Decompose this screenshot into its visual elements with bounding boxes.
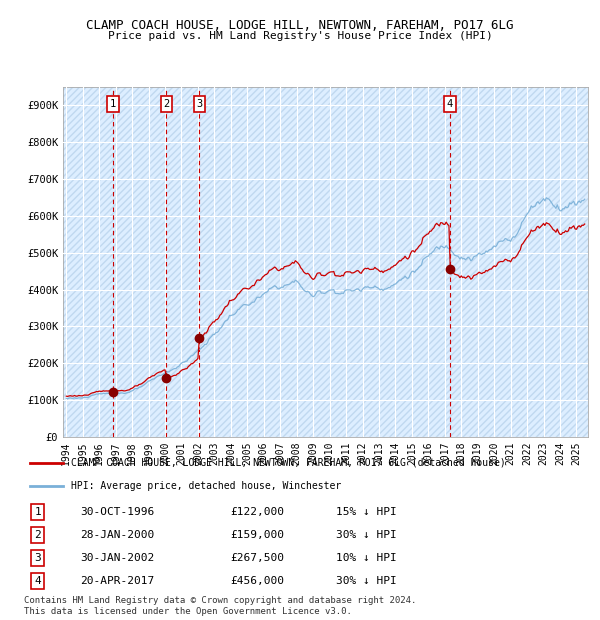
Text: 30% ↓ HPI: 30% ↓ HPI: [337, 529, 397, 540]
Text: CLAMP COACH HOUSE, LODGE HILL, NEWTOWN, FAREHAM, PO17 6LG: CLAMP COACH HOUSE, LODGE HILL, NEWTOWN, …: [86, 19, 514, 32]
Text: £159,000: £159,000: [230, 529, 284, 540]
Text: 1: 1: [110, 99, 116, 109]
Text: £267,500: £267,500: [230, 552, 284, 563]
Text: CLAMP COACH HOUSE, LODGE HILL, NEWTOWN, FAREHAM, PO17 6LG (detached house): CLAMP COACH HOUSE, LODGE HILL, NEWTOWN, …: [71, 458, 506, 467]
Text: Price paid vs. HM Land Registry's House Price Index (HPI): Price paid vs. HM Land Registry's House …: [107, 31, 493, 41]
Text: HPI: Average price, detached house, Winchester: HPI: Average price, detached house, Winc…: [71, 480, 341, 491]
Text: 30-OCT-1996: 30-OCT-1996: [80, 507, 154, 517]
Text: 28-JAN-2000: 28-JAN-2000: [80, 529, 154, 540]
Text: £456,000: £456,000: [230, 575, 284, 586]
Text: 30% ↓ HPI: 30% ↓ HPI: [337, 575, 397, 586]
Text: 3: 3: [35, 552, 41, 563]
Text: 20-APR-2017: 20-APR-2017: [80, 575, 154, 586]
Text: 2: 2: [35, 529, 41, 540]
Text: 4: 4: [446, 99, 453, 109]
Text: 4: 4: [35, 575, 41, 586]
Text: 3: 3: [196, 99, 202, 109]
Text: 1: 1: [35, 507, 41, 517]
Text: 30-JAN-2002: 30-JAN-2002: [80, 552, 154, 563]
Text: £122,000: £122,000: [230, 507, 284, 517]
Text: Contains HM Land Registry data © Crown copyright and database right 2024.
This d: Contains HM Land Registry data © Crown c…: [24, 596, 416, 616]
Text: 15% ↓ HPI: 15% ↓ HPI: [337, 507, 397, 517]
Text: 2: 2: [163, 99, 169, 109]
Text: 10% ↓ HPI: 10% ↓ HPI: [337, 552, 397, 563]
